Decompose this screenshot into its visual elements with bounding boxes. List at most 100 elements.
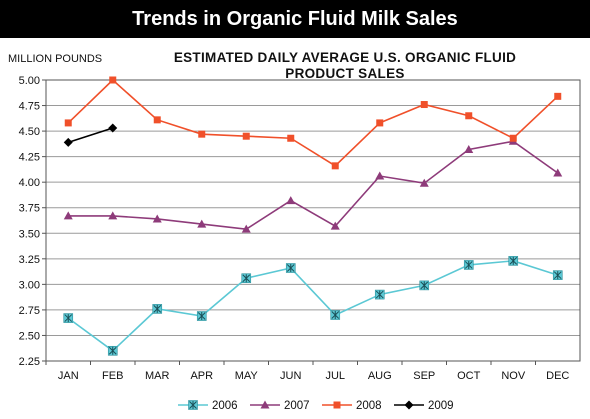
y-tick-label: 4.00	[19, 177, 40, 189]
x-tick-label: NOV	[501, 370, 526, 382]
data-point	[552, 270, 563, 280]
data-point	[330, 310, 341, 320]
data-point	[198, 130, 206, 138]
data-point	[242, 132, 250, 140]
y-tick-label: 4.75	[19, 101, 40, 113]
x-tick-label: OCT	[457, 370, 481, 382]
y-tick-label: 2.25	[19, 356, 40, 368]
series-line	[68, 140, 559, 231]
x-tick-label: JAN	[58, 370, 79, 382]
data-point	[554, 92, 562, 100]
series-2006	[63, 256, 563, 356]
legend-label: 2009	[428, 400, 454, 412]
marker-cross	[464, 260, 473, 269]
legend-label: 2006	[212, 400, 238, 412]
data-point	[188, 400, 198, 410]
y-tick-label: 3.50	[19, 228, 40, 240]
x-tick-label: APR	[190, 370, 213, 382]
series-line	[67, 260, 558, 352]
data-point	[465, 112, 473, 120]
legend-item-2008: 2008	[322, 400, 382, 412]
banner-title: Trends in Organic Fluid Milk Sales	[0, 0, 590, 38]
data-point	[196, 311, 207, 321]
line-chart: MILLION POUNDS ESTIMATED DAILY AVERAGE U…	[8, 50, 581, 412]
data-point	[331, 162, 339, 170]
series-2008	[64, 76, 562, 170]
plot-area-border	[45, 79, 581, 362]
data-point	[63, 313, 74, 323]
y-axis-label: MILLION POUNDS	[8, 53, 102, 65]
y-tick-label: 5.00	[19, 75, 40, 87]
data-point	[153, 116, 161, 124]
marker-cross	[509, 256, 518, 265]
y-tick-label: 4.25	[19, 152, 40, 164]
data-point	[420, 101, 428, 109]
marker-cross	[553, 271, 562, 280]
data-point	[375, 171, 385, 180]
data-point	[260, 400, 270, 409]
data-point	[63, 211, 73, 220]
chart-title-line-2: PRODUCT SALES	[285, 66, 404, 81]
data-point	[376, 119, 384, 127]
legend-label: 2007	[284, 400, 310, 412]
marker-cross	[153, 304, 162, 313]
x-tick-label: JUN	[280, 370, 301, 382]
data-point	[108, 211, 118, 220]
legend: 2006 2007 2008 2009	[178, 400, 454, 412]
y-tick-label: 3.25	[19, 254, 40, 266]
y-tick-label: 2.75	[19, 305, 40, 317]
marker-cross	[189, 401, 197, 409]
data-point	[287, 134, 295, 142]
marker-cross	[64, 314, 73, 323]
y-tick-label: 2.50	[19, 330, 40, 342]
data-point	[109, 76, 117, 84]
y-tick-label: 3.75	[19, 203, 40, 215]
data-point	[464, 144, 474, 153]
gridlines	[42, 79, 581, 365]
data-point	[108, 123, 118, 133]
series-2009	[63, 123, 118, 147]
x-tick-label: DEC	[546, 370, 569, 382]
x-tick-label: MAR	[145, 370, 170, 382]
data-point	[285, 263, 296, 273]
data-point	[419, 178, 429, 187]
data-point	[333, 401, 341, 409]
data-point	[404, 400, 414, 410]
marker-cross	[197, 312, 206, 321]
x-tick-label: AUG	[368, 370, 392, 382]
data-point	[286, 196, 296, 205]
data-point	[241, 224, 251, 233]
legend-label: 2008	[356, 400, 382, 412]
x-tick-label: JUL	[325, 370, 345, 382]
chart-title-line-1: ESTIMATED DAILY AVERAGE U.S. ORGANIC FLU…	[174, 50, 516, 65]
data-point	[152, 304, 163, 314]
data-point	[107, 345, 118, 356]
legend-item-2007: 2007	[250, 400, 310, 412]
legend-item-2009: 2009	[394, 400, 454, 412]
marker-cross	[286, 264, 295, 273]
marker-cross	[375, 290, 384, 299]
data-point	[64, 119, 72, 127]
x-tick-label: SEP	[413, 370, 435, 382]
x-tick-label: FEB	[102, 370, 123, 382]
data-point	[508, 256, 519, 266]
data-point	[419, 280, 430, 291]
data-point	[463, 260, 474, 270]
x-tick-labels: JAN FEB MAR APR MAY JUN JUL AUG SEP OCT NOV DEC	[58, 370, 570, 382]
data-point	[374, 289, 385, 300]
series-line	[68, 127, 113, 144]
legend-item-2006: 2006	[178, 400, 238, 412]
data-point	[197, 219, 207, 228]
y-tick-label: 3.00	[19, 279, 40, 291]
data-point	[330, 221, 340, 230]
series-group	[63, 76, 563, 356]
data-point	[241, 273, 252, 284]
x-tick-label: MAY	[235, 370, 259, 382]
data-point	[509, 134, 517, 142]
data-point	[553, 168, 563, 177]
data-point	[152, 214, 162, 223]
y-tick-label: 4.50	[19, 126, 40, 138]
data-point	[63, 137, 73, 147]
marker-cross	[331, 311, 340, 320]
marker-cross	[242, 274, 251, 283]
